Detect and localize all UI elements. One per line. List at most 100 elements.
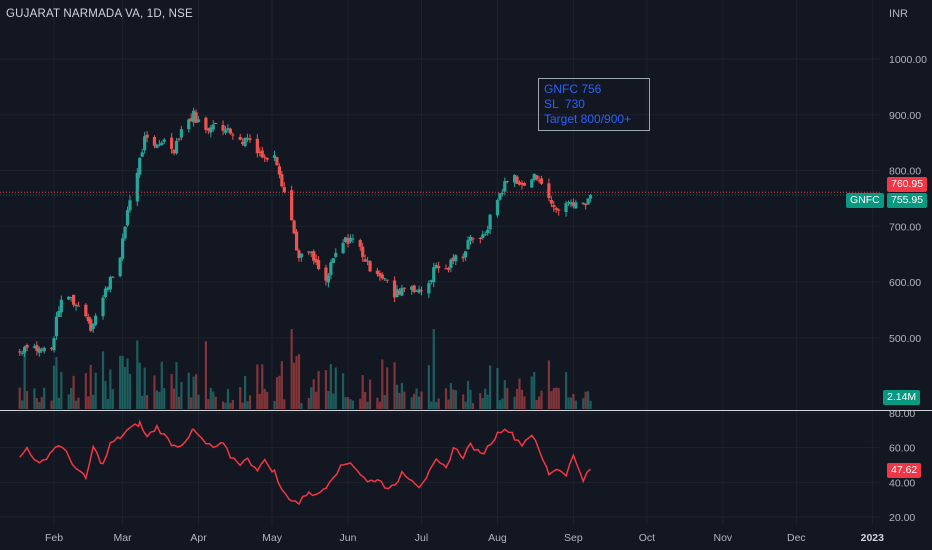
volume-bar	[101, 351, 105, 409]
price-tick-label: 800.00	[889, 166, 921, 178]
candle-body	[378, 272, 382, 277]
volume-bar	[312, 379, 315, 409]
rsi-tick-label: 80.00	[889, 408, 915, 420]
candle-body	[187, 119, 191, 130]
x-tick-label: Aug	[488, 532, 507, 544]
candle-body	[500, 192, 504, 194]
candle-body	[574, 202, 578, 209]
volume-bar	[275, 377, 279, 409]
candle-body	[464, 251, 468, 258]
candle-body	[32, 346, 36, 348]
trade-note-box[interactable]: GNFC 756 SL 730 Target 800/900+	[538, 78, 650, 131]
volume-bar	[437, 398, 440, 409]
volume-bar	[496, 368, 499, 409]
candle-body	[23, 346, 27, 353]
candle-body	[194, 112, 198, 123]
candle-body	[586, 198, 590, 205]
volume-bar	[239, 387, 242, 409]
candle-body	[368, 261, 372, 272]
candle-body	[537, 180, 541, 182]
rsi-line	[19, 419, 592, 506]
candle-body	[299, 253, 304, 258]
volume-bar	[413, 393, 416, 409]
candle-body	[214, 123, 218, 125]
volume-bar	[498, 400, 501, 409]
volume-bar	[138, 362, 141, 409]
volume-bar	[307, 397, 310, 409]
last-price-tag: 760.95	[887, 177, 928, 192]
candle-body	[91, 323, 95, 330]
candle-body	[209, 127, 213, 133]
candle-body	[358, 240, 362, 247]
candle-body	[571, 202, 575, 207]
volume-bar	[410, 397, 413, 409]
candle-body	[162, 139, 166, 142]
candle-body	[444, 268, 448, 270]
volume-bar	[283, 399, 286, 409]
candle-body	[179, 129, 183, 138]
candle-body	[94, 315, 98, 325]
volume-bar	[229, 402, 232, 409]
volume-bar	[550, 391, 553, 409]
volume-bar	[415, 388, 418, 409]
x-tick-label: Jul	[415, 532, 428, 544]
volume-bar	[359, 398, 362, 409]
volume-bar	[572, 393, 575, 409]
candle-body	[415, 290, 419, 292]
volume-bar	[187, 372, 190, 409]
volume-bar	[77, 397, 80, 409]
candle-body	[513, 174, 517, 183]
volume-bar	[136, 340, 139, 409]
rsi-value-tag: 47.62	[887, 463, 922, 478]
candle-body	[488, 214, 492, 230]
volume-bar	[447, 399, 450, 409]
volume-bar	[361, 374, 364, 409]
volume-bar	[540, 390, 543, 409]
volume-bar	[155, 390, 158, 409]
chart-title: GUJARAT NARMADA VA, 1D, NSE	[6, 8, 193, 20]
candle-body	[517, 182, 522, 185]
volume-bar	[109, 369, 112, 409]
candle-body	[326, 275, 330, 283]
volume-bar	[290, 329, 293, 409]
volume-bar	[582, 398, 585, 409]
candle-body	[272, 155, 277, 158]
volume-bar	[67, 394, 70, 409]
volume-bar	[383, 394, 386, 409]
candle-body	[206, 128, 210, 131]
volume-bar	[261, 364, 264, 409]
candle-body	[241, 141, 245, 145]
x-tick-label: Nov	[714, 532, 733, 544]
candle-body	[40, 349, 44, 351]
volume-bar	[449, 382, 452, 409]
candle-body	[157, 144, 161, 146]
candle-body	[42, 347, 46, 352]
candle-body	[412, 285, 416, 292]
volume-bar	[574, 400, 577, 409]
volume-bar	[547, 360, 550, 409]
volume-bar	[72, 375, 75, 409]
volume-bar	[584, 391, 587, 409]
volume-bar	[221, 401, 225, 409]
volume-bar	[427, 365, 430, 409]
candle-body	[125, 210, 130, 226]
candle-body	[292, 220, 296, 234]
candle-body	[204, 117, 208, 130]
x-tick-label: Oct	[639, 532, 655, 544]
candle-body	[59, 299, 63, 313]
candle-body	[383, 278, 387, 280]
volume-bar	[471, 402, 475, 409]
candle-body	[449, 259, 453, 268]
candle-body	[35, 345, 39, 351]
candle-body	[135, 172, 139, 202]
volume-bar	[126, 358, 129, 409]
volume-bar	[486, 394, 489, 409]
candle-body	[530, 179, 534, 188]
volume-bar	[92, 394, 95, 409]
candle-body	[280, 174, 284, 187]
candle-body	[451, 257, 455, 261]
volume-bar	[123, 367, 127, 409]
volume-bar	[231, 400, 234, 409]
candle-body	[395, 289, 399, 298]
